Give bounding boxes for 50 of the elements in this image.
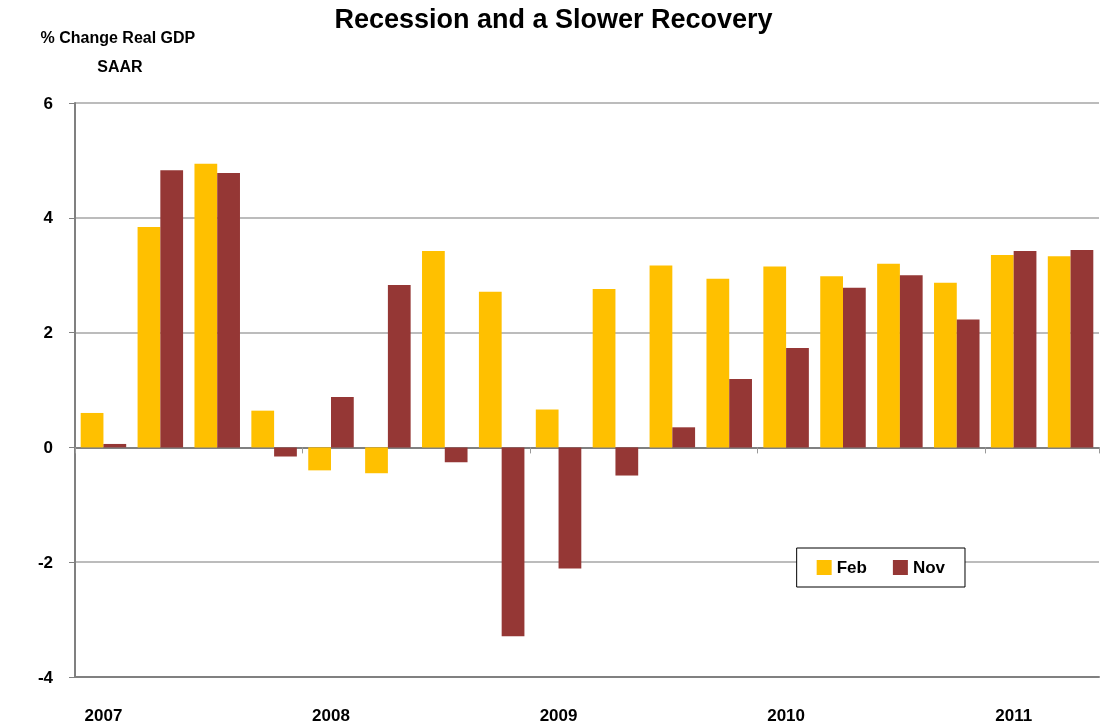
- bar: [706, 278, 730, 448]
- bar: [160, 170, 184, 448]
- bar: [843, 287, 866, 448]
- bar: [331, 396, 354, 448]
- x-tick-label: 2011: [995, 706, 1033, 725]
- bar: [308, 447, 331, 471]
- bar: [80, 412, 104, 448]
- bar: [194, 163, 218, 448]
- bar: [899, 275, 923, 448]
- y-tick-label: 0: [43, 437, 53, 457]
- bar: [387, 284, 411, 448]
- bar: [763, 266, 787, 448]
- bar: [535, 409, 559, 448]
- y-tick-label: -4: [37, 667, 54, 687]
- bar: [672, 427, 696, 448]
- bar: [274, 447, 297, 457]
- bar: [956, 319, 980, 448]
- chart-title: Recession and a Slower Recovery: [334, 3, 773, 34]
- bar: [990, 255, 1014, 448]
- bar: [558, 447, 582, 569]
- bar: [478, 291, 502, 448]
- bar: [592, 288, 616, 448]
- bar: [137, 226, 161, 448]
- x-tick-label: 2007: [84, 706, 123, 725]
- bar: [649, 265, 673, 448]
- bar: [365, 447, 388, 474]
- bar: [1047, 256, 1071, 448]
- bar: [251, 410, 275, 448]
- bar: [877, 263, 900, 448]
- bar: [786, 348, 809, 448]
- bar: [444, 447, 468, 463]
- bar: [217, 173, 240, 448]
- x-tick-label: 2009: [539, 706, 578, 725]
- legend-label: Nov: [912, 558, 946, 577]
- bar: [615, 447, 639, 476]
- bar: [501, 447, 525, 637]
- bar: [729, 379, 752, 448]
- bar: [1070, 249, 1094, 448]
- x-tick-label: 2008: [312, 706, 350, 725]
- bar: [820, 276, 843, 448]
- x-tick-label: 2010: [767, 706, 806, 725]
- legend-label: Feb: [836, 558, 867, 577]
- y-axis-title: % Change Real GDP SAAR: [40, 29, 200, 75]
- y-tick-label: 4: [43, 208, 54, 228]
- bar: [934, 282, 957, 448]
- y-tick-label: 6: [43, 93, 53, 113]
- y-tick-label: 2: [43, 323, 53, 343]
- bar: [1013, 251, 1037, 448]
- y-tick-label: -2: [37, 552, 53, 572]
- bar: [422, 251, 445, 448]
